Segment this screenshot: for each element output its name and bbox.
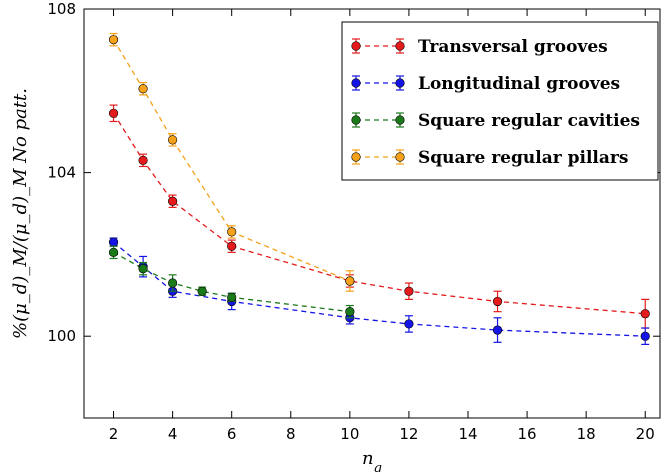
x-tick-label: 2	[109, 425, 119, 443]
x-tick-label: 20	[636, 425, 655, 443]
data-point	[138, 84, 148, 94]
series-line	[112, 112, 646, 315]
legend-marker	[351, 41, 361, 51]
x-tick-label: 6	[227, 425, 237, 443]
data-point	[404, 286, 414, 296]
legend-marker	[395, 41, 405, 51]
data-point	[227, 227, 237, 237]
data-point	[345, 276, 355, 286]
legend-marker	[395, 78, 405, 88]
series-line	[112, 39, 351, 282]
x-tick-label: 8	[286, 425, 296, 443]
x-tick-label: 16	[518, 425, 537, 443]
x-axis-label: ng	[362, 448, 382, 472]
data-point	[108, 35, 119, 45]
data-point	[492, 296, 503, 307]
series-line	[113, 251, 350, 313]
series-line	[113, 241, 646, 337]
data-point	[492, 325, 503, 335]
data-point	[197, 286, 207, 296]
legend-label: Square regular pillars	[418, 148, 628, 168]
x-tick-label: 18	[577, 425, 596, 443]
plot-layer	[108, 32, 650, 345]
x-tick-label: 4	[168, 425, 178, 443]
legend-label: Longitudinal grooves	[418, 74, 620, 94]
x-tick-label: 10	[340, 425, 359, 443]
data-point	[345, 307, 355, 317]
data-point	[138, 264, 148, 274]
y-tick-label: 108	[47, 0, 76, 18]
y-tick-label: 104	[47, 164, 76, 182]
y-axis-label: %(μ_d)_M/(μ_d)_M No patt.	[10, 88, 31, 339]
legend-box	[341, 21, 659, 181]
y-tick-label: 100	[47, 327, 76, 345]
data-point	[640, 309, 650, 319]
data-point	[138, 155, 148, 165]
legend: Transversal grooves Longitudinal grooves S…	[341, 21, 659, 181]
data-point	[227, 241, 237, 251]
legend-marker	[351, 78, 361, 88]
data-point	[108, 108, 119, 118]
data-point	[108, 247, 119, 257]
x-tick-label: 12	[399, 425, 418, 443]
data-point	[404, 319, 414, 329]
data-point	[168, 196, 178, 206]
data-point	[168, 278, 178, 288]
plot-frame	[83, 8, 661, 419]
legend-label: Transversal grooves	[418, 37, 608, 57]
data-point	[640, 331, 650, 341]
tick-layer: 2 4 6 8 10 12 14 16 18 20 100 104 108	[47, 0, 660, 443]
legend-marker	[351, 115, 361, 125]
data-point	[108, 237, 119, 247]
x-tick-label: 14	[458, 425, 477, 443]
legend-marker	[351, 152, 361, 162]
data-point	[168, 135, 178, 145]
legend-label: Square regular cavities	[418, 111, 640, 131]
legend-marker	[395, 115, 405, 125]
legend-marker	[395, 152, 405, 162]
data-point	[227, 292, 237, 302]
